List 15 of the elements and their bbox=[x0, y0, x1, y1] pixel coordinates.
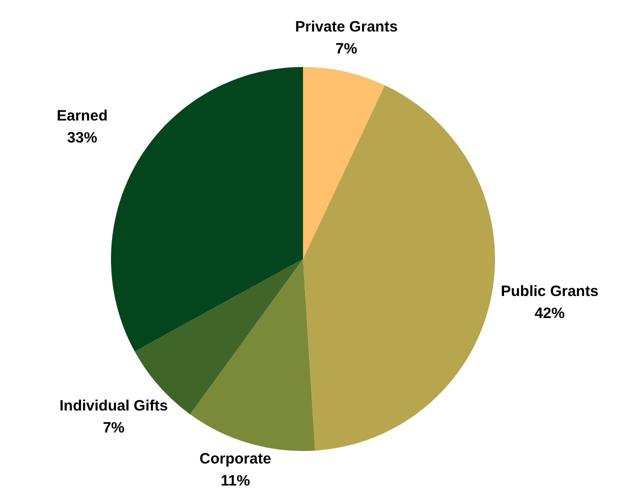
slice-label: Public Grants bbox=[500, 283, 598, 300]
pie-slice bbox=[190, 259, 316, 451]
data-label: 7% bbox=[102, 420, 124, 437]
data-label: 11% bbox=[220, 472, 250, 490]
slice-label: Private Grants bbox=[295, 18, 398, 36]
slice-label: Individual Gifts bbox=[59, 398, 168, 415]
pie-slice bbox=[303, 85, 495, 451]
pie-slice bbox=[111, 67, 303, 352]
data-label: 42% bbox=[534, 305, 565, 322]
slice-label: Earned bbox=[56, 107, 108, 124]
pie-slice bbox=[134, 259, 303, 414]
data-label: 7% bbox=[336, 40, 358, 58]
slice-label: Corporate bbox=[200, 450, 272, 468]
data-label: 33% bbox=[67, 129, 98, 146]
pie-slice bbox=[303, 67, 385, 259]
